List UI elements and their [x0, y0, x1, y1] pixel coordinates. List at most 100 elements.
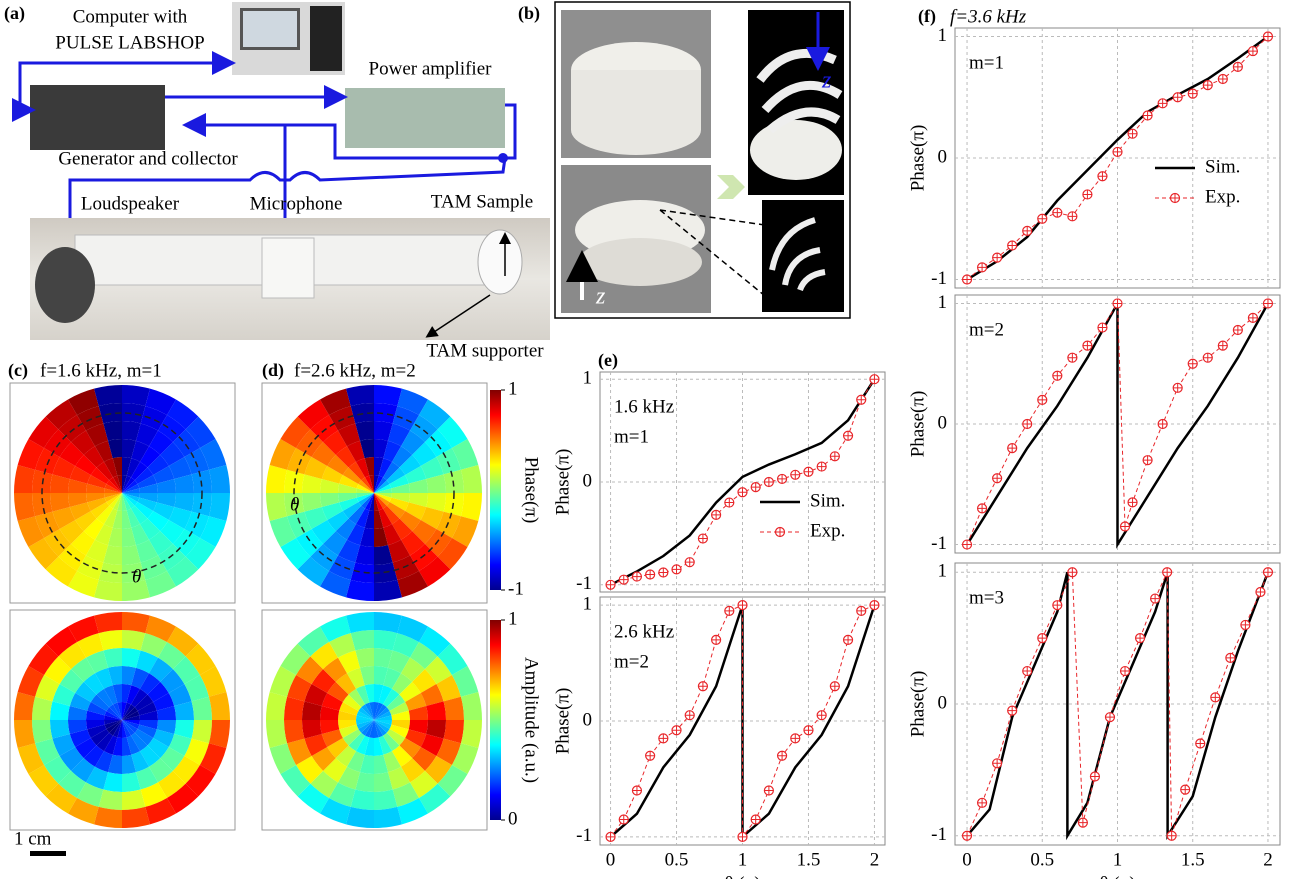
cell	[94, 385, 122, 406]
y-tick-label: -1	[931, 824, 947, 845]
annotation: m=3	[969, 587, 1004, 608]
label: PULSE LABSHOP	[55, 32, 204, 53]
generator-photo	[30, 85, 165, 150]
x-tick-label: 0.5	[1030, 849, 1054, 870]
cell	[374, 807, 402, 828]
cell	[122, 807, 150, 828]
y-tick-label: -1	[931, 533, 947, 554]
cell	[14, 692, 35, 720]
cell	[461, 720, 482, 748]
y-tick-label: 0	[583, 709, 593, 730]
amplifier-photo	[345, 88, 505, 148]
y-tick-label: 1	[583, 368, 593, 389]
cell	[461, 493, 482, 521]
cell	[266, 720, 287, 748]
cell	[266, 692, 287, 720]
colorbar	[490, 620, 501, 820]
y-axis-label: Phase(π)	[552, 688, 573, 755]
annotation: 2.6 kHz	[614, 621, 674, 642]
legend-label: Exp.	[1205, 186, 1240, 207]
tam-sample	[478, 230, 522, 294]
y-tick-label: 1	[938, 292, 948, 313]
colorbar	[490, 390, 501, 590]
legend-label: Sim.	[1205, 156, 1240, 177]
panel-label: (d)	[262, 360, 284, 381]
x-tick-label: 0	[606, 849, 616, 870]
y-axis-label: Phase(π)	[552, 449, 573, 516]
colorbar-tick-label: 1	[508, 378, 518, 399]
angle-label: θ	[290, 494, 299, 515]
sample	[571, 105, 701, 155]
y-tick-label: -1	[576, 825, 592, 846]
x-tick-label: 0	[962, 849, 972, 870]
x-axis-label: θ (π)	[724, 873, 760, 879]
cell	[209, 692, 230, 720]
cell	[346, 580, 374, 601]
x-tick-label: 0.5	[665, 849, 689, 870]
phase-map	[266, 385, 482, 601]
cell	[346, 807, 374, 828]
y-tick-label: -1	[576, 573, 592, 594]
cell	[122, 385, 150, 406]
annotation: m=1	[969, 52, 1004, 73]
colorbar-tick-label: 1	[508, 608, 518, 629]
amplitude-map	[266, 612, 482, 828]
x-tick-label: 1	[1113, 849, 1123, 870]
cell	[374, 612, 402, 633]
axis-label: z	[595, 284, 606, 310]
label: Loudspeaker	[81, 193, 180, 214]
sample	[578, 238, 702, 286]
panel-b: (b) z z	[518, 2, 850, 318]
panel-c: (c) f=1.6 kHz, m=1 θ 1 cm	[8, 360, 235, 856]
y-tick-label: 1	[583, 593, 593, 614]
cell	[14, 720, 35, 748]
y-tick-label: 0	[938, 692, 948, 713]
cell	[374, 580, 402, 601]
figure: (a) Computer with PULSE LABSHOP Power am…	[0, 0, 1292, 879]
cell	[374, 385, 402, 406]
x-tick-label: 2	[1263, 849, 1273, 870]
x-tick-label: 1	[738, 849, 748, 870]
scale-label: 1 cm	[14, 828, 52, 849]
cell	[266, 465, 287, 493]
amplitude-map	[14, 612, 230, 828]
label: Generator and collector	[58, 148, 238, 169]
colorbar-tick-label: -1	[508, 578, 524, 599]
label: Computer with	[73, 6, 188, 27]
y-tick-label: 0	[938, 146, 948, 167]
scale-bar	[30, 851, 66, 856]
panel-title: f=2.6 kHz, m=2	[294, 360, 416, 381]
colorbar-tick-label: 0	[508, 808, 518, 829]
cell	[461, 692, 482, 720]
legend-label: Exp.	[810, 520, 845, 541]
label: Power amplifier	[369, 58, 493, 79]
microphone-ring	[262, 238, 314, 298]
annotation: m=2	[614, 651, 649, 672]
y-tick-label: 0	[583, 470, 593, 491]
panel-label: (c)	[8, 360, 28, 381]
x-tick-label: 1.5	[797, 849, 821, 870]
cell	[94, 580, 122, 601]
cell	[94, 807, 122, 828]
cell	[346, 385, 374, 406]
panel-label: (b)	[518, 3, 540, 24]
cell	[461, 465, 482, 493]
label: TAM Sample	[431, 191, 533, 212]
angle-label: θ	[132, 566, 141, 587]
panel-label: (e)	[598, 350, 618, 371]
cell	[266, 493, 287, 521]
loudspeaker	[35, 247, 95, 323]
cell	[122, 612, 150, 633]
legend-label: Sim.	[810, 490, 845, 511]
cell	[14, 493, 35, 521]
y-axis-label: Phase(π)	[907, 671, 928, 738]
panel-d: (d) f=2.6 kHz, m=2 θ	[262, 360, 487, 830]
cell	[209, 720, 230, 748]
junction	[498, 153, 508, 163]
panel-title: f=1.6 kHz, m=1	[40, 360, 162, 381]
annotation: 1.6 kHz	[614, 396, 674, 417]
colorbar-label: Phase(π)	[521, 457, 542, 524]
y-tick-label: 0	[938, 412, 948, 433]
cell	[14, 465, 35, 493]
label: TAM supporter	[426, 340, 544, 361]
